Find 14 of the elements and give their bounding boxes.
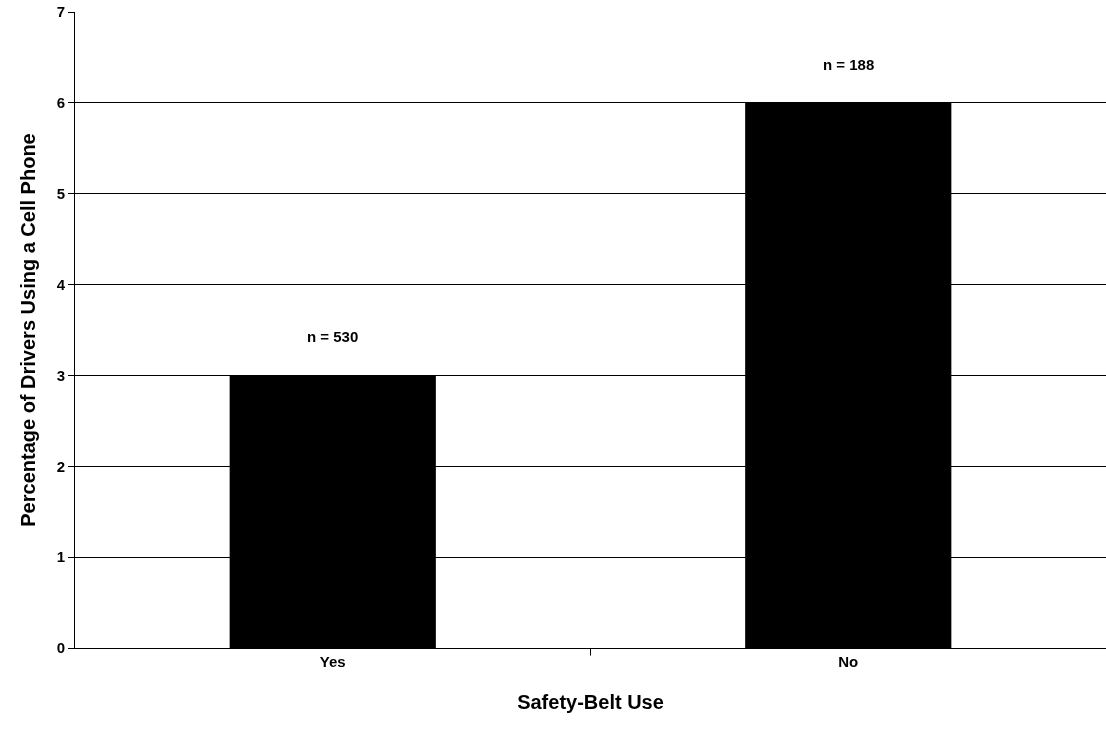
y-tick-label: 0: [56, 639, 65, 657]
annotation: n = 530: [307, 328, 359, 345]
x-axis-title: Safety-Belt Use: [517, 690, 664, 713]
y-tick-label: 4: [56, 275, 66, 293]
y-tick-label: 5: [56, 184, 65, 202]
y-tick-label: 6: [56, 94, 65, 112]
annotation: n = 188: [823, 56, 875, 73]
y-tick-label: 1: [56, 548, 65, 566]
y-tick-label: 7: [56, 3, 65, 21]
y-tick-label: 3: [56, 366, 65, 384]
x-tick-label: Yes: [319, 653, 346, 670]
y-axis-title: Percentage of Drivers Using a Cell Phone: [17, 133, 40, 527]
y-tick-label: 2: [56, 457, 65, 475]
x-tick-label: No: [838, 653, 859, 670]
